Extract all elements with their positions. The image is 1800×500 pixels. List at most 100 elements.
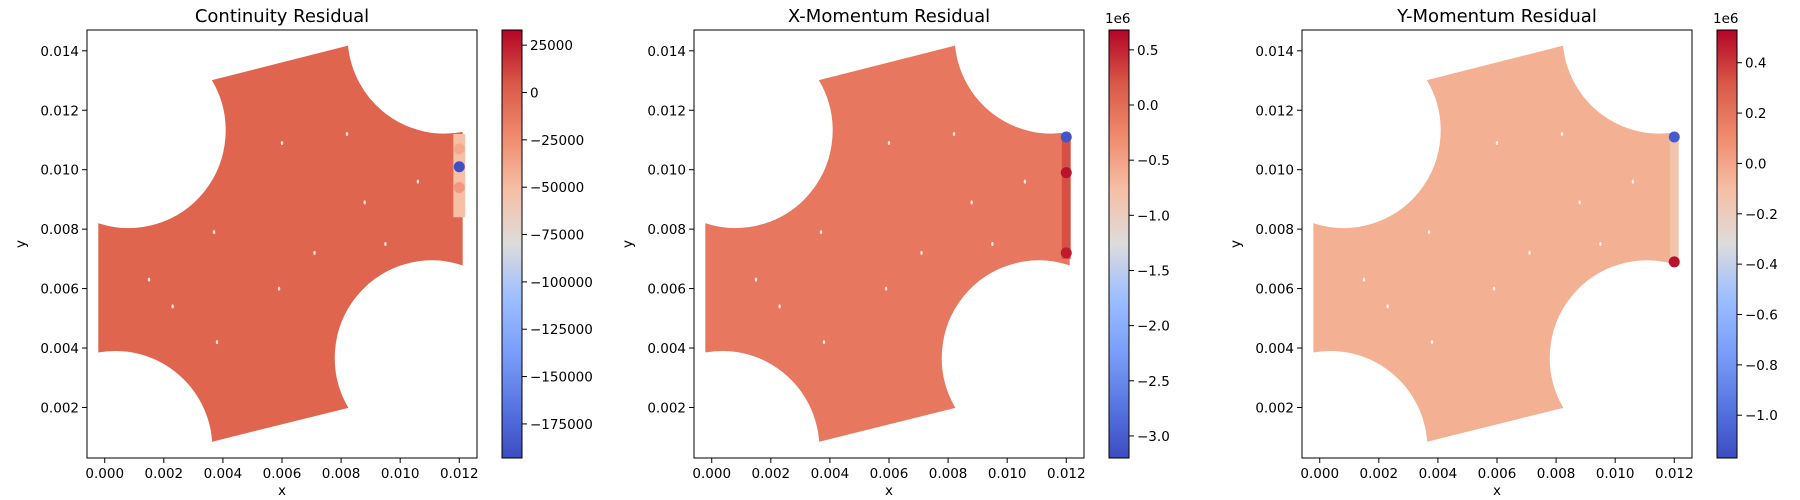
residual-point-speckle xyxy=(313,250,316,255)
residual-point-speckle xyxy=(1560,132,1564,137)
residual-point-feature xyxy=(1060,167,1072,179)
residual-point-speckle xyxy=(1578,200,1581,205)
residual-point-speckle xyxy=(1528,250,1531,255)
colorbar-tick-label: 0.5 xyxy=(1137,43,1158,59)
residual-point-feature xyxy=(1668,256,1680,268)
residual-point-speckle xyxy=(952,132,956,137)
colorbar-tick-label: −3.0 xyxy=(1137,429,1170,445)
residual-point-speckle xyxy=(1492,286,1496,291)
y-tick-label: 0.008 xyxy=(647,222,686,238)
colorbar: 25000 0 −25000 −50000 −75000 −100000 −125000 −1… xyxy=(501,29,593,459)
residual-field xyxy=(705,45,1070,442)
y-tick-label: 0.010 xyxy=(1255,163,1294,179)
residual-point-speckle xyxy=(970,200,973,205)
colorbar-tick-label: −75000 xyxy=(530,228,584,244)
residual-point-feature xyxy=(453,182,465,194)
plot-title: Y-Momentum Residual xyxy=(1396,6,1597,27)
residual-point-speckle xyxy=(363,200,366,205)
colorbar-tick-label: −100000 xyxy=(530,275,593,291)
y-axis-label: y xyxy=(620,240,636,248)
colorbar-tick-label: −175000 xyxy=(530,417,593,433)
colorbar-tick-label: −125000 xyxy=(530,322,593,338)
colorbar-tick-label: 0.0 xyxy=(1137,98,1158,114)
x-tick-label: 0.006 xyxy=(870,466,909,482)
boundary-band xyxy=(1669,134,1679,262)
x-tick-label: 0.012 xyxy=(1655,466,1694,482)
subplot-3: Y-Momentum Residual 0.000 0.002 0.004 0.006 0… xyxy=(1228,6,1778,499)
x-tick-label: 0.012 xyxy=(1047,466,1086,482)
y-tick-label: 0.006 xyxy=(1255,282,1294,298)
colorbar-offset-text: 1e6 xyxy=(1713,11,1738,27)
y-tick-label: 0.012 xyxy=(40,103,79,119)
y-tick-label: 0.012 xyxy=(1255,103,1294,119)
residual-point-speckle xyxy=(171,304,174,309)
x-tick-label: 0.008 xyxy=(929,466,968,482)
x-tick-label: 0.004 xyxy=(1419,466,1458,482)
residual-point-speckle xyxy=(1362,277,1366,282)
x-tick-label: 0.010 xyxy=(988,466,1027,482)
colorbar-tick-label: −50000 xyxy=(530,180,584,196)
y-tick-label: 0.004 xyxy=(1255,341,1294,357)
y-tick-label: 0.014 xyxy=(647,44,686,60)
residual-point-speckle xyxy=(1023,179,1027,184)
y-tick-label: 0.002 xyxy=(647,400,686,416)
y-axis-label: y xyxy=(13,240,29,248)
plot-title: Continuity Residual xyxy=(195,6,369,27)
residual-point-speckle xyxy=(1430,340,1434,345)
residual-point-speckle xyxy=(778,304,781,309)
colorbar-tick-label: −1.0 xyxy=(1137,208,1170,224)
y-tick-label: 0.002 xyxy=(1255,400,1294,416)
colorbar-tick-label: −0.5 xyxy=(1137,153,1170,169)
x-tick-label: 0.004 xyxy=(204,466,243,482)
y-tick-label: 0.014 xyxy=(40,44,79,60)
residual-point-speckle xyxy=(147,277,151,282)
residual-point-feature xyxy=(453,143,465,155)
residual-point-speckle xyxy=(416,179,420,184)
x-tick-label: 0.002 xyxy=(144,466,183,482)
x-axis-label: x xyxy=(885,483,893,499)
residual-point-feature xyxy=(1060,247,1072,259)
residual-point-feature xyxy=(1060,131,1072,143)
residual-point-speckle xyxy=(1631,179,1635,184)
y-tick-label: 0.010 xyxy=(647,163,686,179)
residual-point-speckle xyxy=(280,140,284,145)
colorbar-offset-text: 1e6 xyxy=(1105,11,1130,27)
residual-field xyxy=(98,45,463,442)
residual-point-speckle xyxy=(887,140,891,145)
x-tick-label: 0.000 xyxy=(85,466,124,482)
colorbar-tick-label: −1.0 xyxy=(1745,408,1778,424)
residual-point-speckle xyxy=(819,230,823,235)
subplot-2: X-Momentum Residual 0.000 0.002 0.004 0.006 0… xyxy=(620,6,1170,499)
residual-point-speckle xyxy=(754,277,758,282)
x-tick-label: 0.010 xyxy=(381,466,420,482)
x-tick-label: 0.008 xyxy=(1537,466,1576,482)
x-tick-label: 0.012 xyxy=(440,466,479,482)
residual-point-speckle xyxy=(1427,230,1431,235)
y-tick-label: 0.008 xyxy=(40,222,79,238)
residual-point-speckle xyxy=(215,340,219,345)
colorbar-gradient xyxy=(1716,29,1738,459)
x-tick-label: 0.004 xyxy=(811,466,850,482)
colorbar-tick-label: −2.0 xyxy=(1137,319,1170,335)
colorbar-tick-label: 0.4 xyxy=(1745,56,1766,72)
colorbar-tick-label: −25000 xyxy=(530,133,584,149)
colorbar-tick-label: −150000 xyxy=(530,370,593,386)
x-tick-label: 0.010 xyxy=(1596,466,1635,482)
boundary-band xyxy=(453,134,466,218)
y-axis-label: y xyxy=(1228,240,1244,248)
residual-point-feature xyxy=(453,161,465,173)
colorbar-tick-label: −0.4 xyxy=(1745,257,1778,273)
colorbar-tick-label: −0.2 xyxy=(1745,207,1778,223)
x-axis-label: x xyxy=(1493,483,1501,499)
residual-point-speckle xyxy=(212,230,216,235)
residual-point-speckle xyxy=(822,340,826,345)
residual-point-speckle xyxy=(884,286,888,291)
x-tick-label: 0.008 xyxy=(322,466,361,482)
y-tick-label: 0.008 xyxy=(1255,222,1294,238)
x-tick-label: 0.000 xyxy=(1300,466,1339,482)
x-tick-label: 0.006 xyxy=(263,466,302,482)
residual-point-speckle xyxy=(384,242,387,246)
y-tick-label: 0.006 xyxy=(40,282,79,298)
colorbar-tick-label: −0.8 xyxy=(1745,358,1778,374)
colorbar: 0.4 0.2 0.0 −0.2 −0.4 −0.6 −0.8 −1.0 1e6 xyxy=(1713,11,1778,459)
